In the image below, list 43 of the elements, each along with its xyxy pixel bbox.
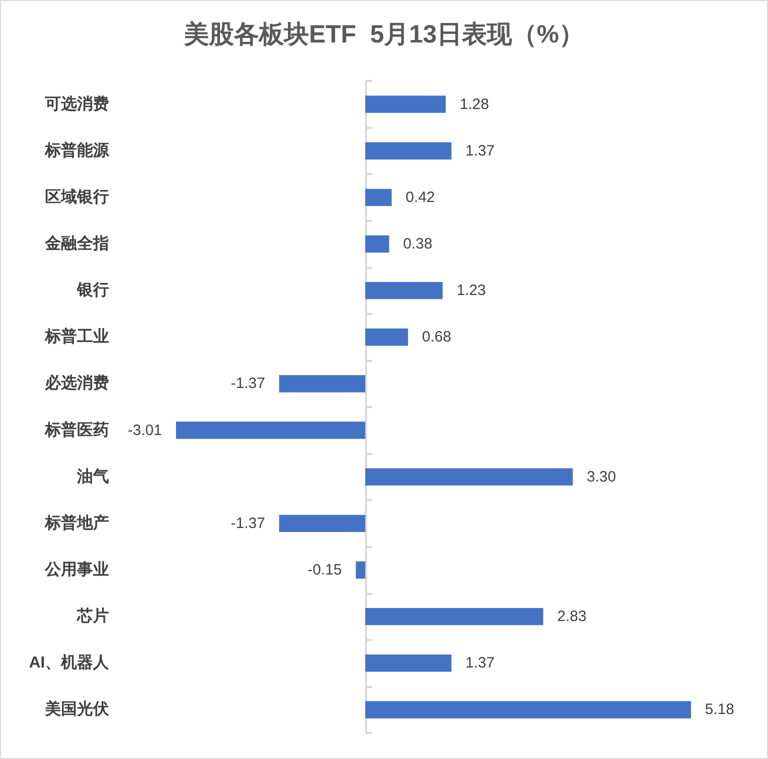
- data-label: 1.28: [460, 96, 489, 113]
- data-label: -3.01: [128, 422, 162, 439]
- y-tick-label: 标普能源: [44, 140, 110, 160]
- bar: [365, 142, 452, 160]
- y-tick-label: 银行: [76, 281, 109, 300]
- bar: [176, 422, 366, 439]
- bar: [365, 654, 452, 672]
- y-tick-label: 可选消费: [44, 94, 109, 113]
- y-tick-label: 必选消费: [44, 374, 109, 392]
- bar: [365, 282, 443, 300]
- bar: [279, 514, 366, 532]
- y-tick-label: 金融全指: [44, 234, 109, 252]
- data-label: 0.68: [422, 328, 452, 346]
- y-tick-label: 芯片: [76, 607, 109, 626]
- data-label: 0.38: [403, 236, 432, 252]
- bar: [365, 188, 392, 206]
- data-label: 3.30: [586, 468, 616, 486]
- bar: [365, 235, 390, 253]
- y-tick-label: 美国光伏: [44, 699, 110, 718]
- bar: [365, 608, 544, 626]
- y-tick-label: 油气: [76, 467, 109, 486]
- y-tick-label: 区域银行: [45, 188, 109, 206]
- bar: [365, 701, 691, 718]
- y-tick-label: 标普工业: [44, 326, 109, 346]
- y-tick-label: 标普医药: [44, 420, 109, 439]
- data-label: 1.37: [465, 142, 495, 160]
- y-tick-label: AI、机器人: [29, 654, 110, 672]
- data-label: -1.37: [230, 514, 266, 532]
- bar: [365, 468, 573, 486]
- bar: [365, 96, 446, 113]
- data-label: 5.18: [705, 701, 734, 718]
- bar: [279, 375, 366, 392]
- y-tick-label: 标普地产: [44, 512, 109, 532]
- data-label: 1.23: [456, 282, 486, 300]
- data-label: -1.37: [230, 375, 266, 392]
- chart-title: 美股各板块ETF 5月13日表现（%）: [182, 20, 584, 48]
- data-label: -0.15: [308, 562, 342, 578]
- bar: [365, 328, 408, 346]
- bar: [356, 561, 366, 579]
- data-label: 1.37: [465, 654, 495, 672]
- data-label: 2.83: [557, 608, 586, 626]
- y-tick-label: 公用事业: [44, 560, 109, 578]
- data-label: 0.42: [406, 188, 435, 206]
